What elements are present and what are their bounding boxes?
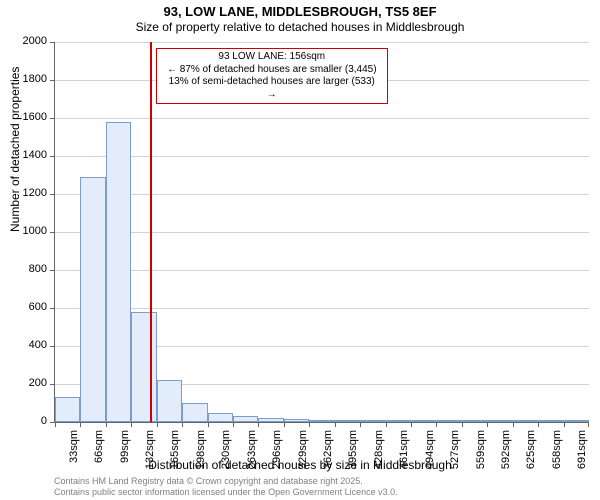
y-tick-label: 2000 [23, 35, 55, 47]
y-tick-label: 1800 [23, 73, 55, 85]
y-tick: 600 [55, 308, 589, 309]
annotation-line1: 93 LOW LANE: 156sqm [163, 51, 381, 64]
x-tick [309, 422, 310, 427]
x-tick [564, 422, 565, 427]
histogram-bar [462, 420, 487, 422]
x-tick [55, 422, 56, 427]
y-tick-label: 0 [41, 415, 55, 427]
x-tick [487, 422, 488, 427]
x-tick [360, 422, 361, 427]
y-tick: 800 [55, 270, 589, 271]
annotation-box: 93 LOW LANE: 156sqm ← 87% of detached ho… [156, 48, 388, 104]
histogram-bar [80, 177, 105, 422]
y-tick-label: 1600 [23, 111, 55, 123]
histogram-bar [309, 420, 334, 422]
x-tick [258, 422, 259, 427]
histogram-bar [131, 312, 156, 422]
x-tick [335, 422, 336, 427]
y-axis-label: Number of detached properties [8, 67, 22, 232]
y-tick: 1600 [55, 118, 589, 119]
x-axis-label: Distribution of detached houses by size … [0, 458, 600, 472]
histogram-bar [564, 420, 589, 422]
histogram-bar [157, 380, 182, 422]
y-tick: 2000 [55, 42, 589, 43]
y-tick-label: 400 [29, 339, 55, 351]
x-tick [233, 422, 234, 427]
histogram-bar [360, 420, 385, 422]
histogram-bar [284, 419, 309, 422]
footer-line1: Contains HM Land Registry data © Crown c… [54, 476, 398, 487]
x-tick [157, 422, 158, 427]
histogram-bar [436, 420, 461, 422]
histogram-bar [258, 418, 283, 422]
histogram-bar [182, 403, 207, 422]
x-tick [538, 422, 539, 427]
x-tick [386, 422, 387, 427]
histogram-bar [335, 420, 360, 422]
y-tick-label: 1000 [23, 225, 55, 237]
y-tick-label: 1400 [23, 149, 55, 161]
annotation-line2: ← 87% of detached houses are smaller (3,… [163, 64, 381, 77]
histogram-bar [487, 420, 512, 422]
x-tick [284, 422, 285, 427]
x-tick [182, 422, 183, 427]
y-tick: 1400 [55, 156, 589, 157]
y-tick-label: 800 [29, 263, 55, 275]
x-tick [131, 422, 132, 427]
y-tick-label: 600 [29, 301, 55, 313]
histogram-bar [55, 397, 80, 422]
x-tick [80, 422, 81, 427]
histogram-bar [411, 420, 436, 422]
y-tick-label: 200 [29, 377, 55, 389]
footer-attribution: Contains HM Land Registry data © Crown c… [54, 476, 398, 498]
property-size-histogram: 93, LOW LANE, MIDDLESBROUGH, TS5 8EF Siz… [0, 0, 600, 500]
x-tick [462, 422, 463, 427]
x-tick [106, 422, 107, 427]
chart-title-description: Size of property relative to detached ho… [0, 20, 600, 34]
histogram-bar [106, 122, 131, 422]
property-marker-line [150, 42, 152, 422]
chart-title-address: 93, LOW LANE, MIDDLESBROUGH, TS5 8EF [0, 4, 600, 19]
histogram-bar [233, 416, 258, 422]
histogram-bar [538, 420, 563, 422]
y-tick: 0 [55, 422, 589, 423]
x-tick [513, 422, 514, 427]
x-tick [588, 422, 589, 427]
plot-area: 020040060080010001200140016001800200033s… [54, 42, 589, 423]
annotation-line3: 13% of semi-detached houses are larger (… [163, 76, 381, 101]
footer-line2: Contains public sector information licen… [54, 487, 398, 498]
histogram-bar [513, 420, 538, 422]
x-tick [411, 422, 412, 427]
y-tick: 1000 [55, 232, 589, 233]
histogram-bar [386, 420, 411, 422]
y-tick: 1200 [55, 194, 589, 195]
x-tick [208, 422, 209, 427]
histogram-bar [208, 413, 233, 423]
x-tick [436, 422, 437, 427]
y-tick-label: 1200 [23, 187, 55, 199]
